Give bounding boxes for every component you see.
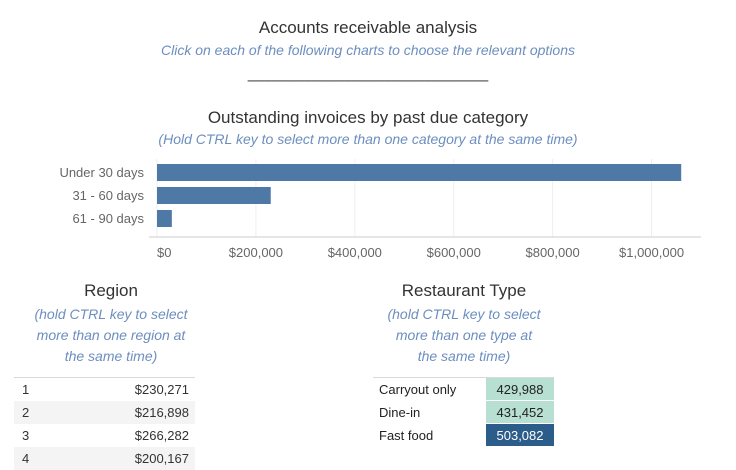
restaurant-type-subtitle-line: (hold CTRL key to select bbox=[387, 306, 541, 322]
x-tick-label: $400,000 bbox=[328, 245, 382, 260]
past-due-chart-title: Outstanding invoices by past due categor… bbox=[207, 108, 529, 127]
bar-61-90-days[interactable] bbox=[157, 210, 172, 227]
past-due-chart-subtitle: (Hold CTRL key to select more than one c… bbox=[158, 131, 578, 147]
restaurant-type-subtitle-line: more than one type at bbox=[395, 327, 533, 343]
region-subtitle-line: the same time) bbox=[64, 348, 158, 364]
x-tick-label: $0 bbox=[157, 245, 171, 260]
restaurant-type-label: Fast food bbox=[379, 428, 434, 443]
page-subtitle: Click on each of the following charts to… bbox=[160, 42, 576, 58]
category-label: 61 - 90 days bbox=[72, 211, 144, 226]
category-label: 31 - 60 days bbox=[72, 188, 144, 203]
x-tick-label: $1,000,000 bbox=[619, 245, 684, 260]
restaurant-type-subtitle-line: the same time) bbox=[417, 348, 511, 364]
restaurant-type-row-carryout[interactable]: Carryout only 429,988 bbox=[373, 378, 554, 401]
restaurant-type-title: Restaurant Type bbox=[401, 281, 527, 300]
restaurant-type-label: Carryout only bbox=[379, 382, 457, 397]
restaurant-type-row-dine-in[interactable]: Dine-in 431,452 bbox=[373, 401, 554, 424]
x-axis-tick-labels: $0 $200,000 $400,000 $600,000 $800,000 $1,000… bbox=[157, 245, 684, 260]
restaurant-type-table[interactable]: Carryout only 429,988 Dine-in 431,452 Fa… bbox=[373, 377, 554, 447]
region-value: $200,167 bbox=[134, 451, 189, 466]
restaurant-type-subtitle: (hold CTRL key to select more than one t… bbox=[367, 304, 561, 367]
region-subtitle-line: more than one region at bbox=[36, 327, 186, 343]
region-row-2[interactable]: 2 $216,898 bbox=[14, 401, 195, 424]
region-table[interactable]: 1 $230,271 2 $216,898 3 $266,282 4 $200,… bbox=[14, 377, 195, 470]
restaurant-type-row-fast-food[interactable]: Fast food 503,082 bbox=[373, 424, 554, 447]
region-subtitle: (hold CTRL key to select more than one r… bbox=[14, 304, 208, 367]
region-label: 4 bbox=[22, 451, 30, 466]
region-value: $266,282 bbox=[134, 428, 189, 443]
region-value: $216,898 bbox=[134, 405, 189, 420]
region-row-4[interactable]: 4 $200,167 bbox=[14, 447, 195, 470]
x-tick-label: $600,000 bbox=[427, 245, 481, 260]
bar-under-30-days[interactable] bbox=[157, 164, 682, 181]
x-tick-label: $800,000 bbox=[526, 245, 580, 260]
restaurant-type-label: Dine-in bbox=[379, 405, 421, 420]
past-due-bar-chart[interactable]: Under 30 days 31 - 60 days 61 - 90 days $0… bbox=[0, 155, 736, 260]
divider: ________________________ bbox=[247, 62, 489, 82]
category-label: Under 30 days bbox=[59, 165, 144, 180]
region-value: $230,271 bbox=[134, 382, 189, 397]
bar-31-60-days[interactable] bbox=[157, 187, 271, 204]
category-labels: Under 30 days 31 - 60 days 61 - 90 days bbox=[59, 165, 144, 226]
chart-bars[interactable] bbox=[157, 164, 682, 227]
region-row-1[interactable]: 1 $230,271 bbox=[14, 378, 195, 401]
restaurant-type-value-cell[interactable]: 503,082 bbox=[486, 424, 554, 446]
region-label: 1 bbox=[22, 382, 30, 397]
region-title: Region bbox=[84, 281, 138, 300]
page-title: Accounts receivable analysis bbox=[258, 18, 478, 37]
region-row-3[interactable]: 3 $266,282 bbox=[14, 424, 195, 447]
restaurant-type-value-cell[interactable]: 431,452 bbox=[486, 401, 554, 423]
region-label: 2 bbox=[22, 405, 30, 420]
region-label: 3 bbox=[22, 428, 30, 443]
region-subtitle-line: (hold CTRL key to select bbox=[34, 306, 188, 322]
restaurant-type-value-cell[interactable]: 429,988 bbox=[486, 378, 554, 400]
x-tick-label: $200,000 bbox=[229, 245, 283, 260]
